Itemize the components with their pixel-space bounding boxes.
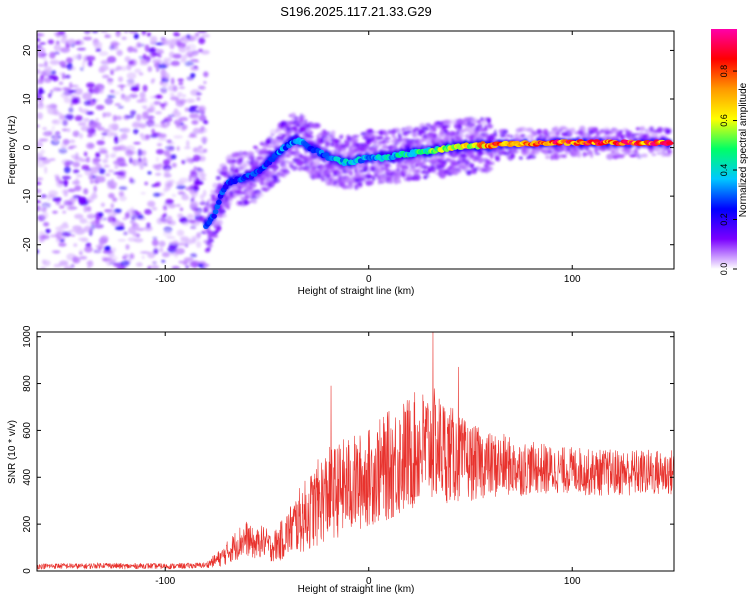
snr-plot-area	[37, 332, 674, 571]
spectrogram-y-tick-label: 0	[22, 144, 33, 150]
spectrogram-ridge-core	[203, 137, 674, 229]
spectrogram-y-tick-label: -10	[22, 188, 33, 203]
colorbar-scale	[711, 29, 737, 269]
spectrogram-x-ticks: -100 0 100	[155, 31, 581, 285]
snr-y-ticks: 0 200 400 600 800 1000	[22, 325, 674, 574]
spectrogram-y-tick-label: 10	[22, 93, 33, 105]
snr-x-ticks: -100 0 100	[155, 332, 581, 587]
snr-x-tick-label: -100	[155, 576, 175, 587]
snr-frame	[36, 331, 675, 572]
snr-y-tick-label: 0	[22, 568, 33, 574]
snr-series	[37, 332, 674, 570]
snr-panel: -100 0 100 0 200 400 600 800 1000 Height of str…	[7, 325, 675, 595]
spectrogram-frame	[36, 30, 675, 270]
spectrogram-x-tick-label: 100	[564, 274, 581, 285]
snr-x-tick-label: 0	[366, 576, 372, 587]
colorbar-tick-label: 0.0	[719, 263, 729, 276]
spectrogram-x-label: Height of straight line (km)	[298, 286, 415, 297]
spectrogram-y-label: Frequency (Hz)	[7, 116, 18, 185]
colorbar-label: Normalized spectral amplitude	[738, 82, 749, 217]
colorbar-tick-label: 0.8	[719, 65, 729, 78]
spectrogram-x-tick-label: -100	[155, 274, 175, 285]
figure-title: S196.2025.117.21.33.G29	[280, 4, 432, 19]
colorbar-ticks: 0.0 0.2 0.4 0.6 0.8	[719, 65, 737, 275]
snr-x-label: Height of straight line (km)	[298, 584, 415, 595]
colorbar: 0.0 0.2 0.4 0.6 0.8 Normalized spectral ampl…	[711, 29, 749, 275]
snr-y-tick-label: 600	[22, 422, 33, 439]
spectrogram-x-tick-label: 0	[366, 274, 372, 285]
snr-y-tick-label: 400	[22, 468, 33, 485]
spectrogram-y-tick-label: -20	[22, 237, 33, 252]
colorbar-tick-label: 0.6	[719, 114, 729, 127]
snr-series-line	[37, 332, 674, 570]
snr-y-tick-label: 800	[22, 375, 33, 392]
spectrogram-heat-layer	[37, 31, 674, 269]
colorbar-tick-label: 0.2	[719, 213, 729, 226]
snr-x-tick-label: 100	[564, 576, 581, 587]
snr-y-tick-label: 1000	[22, 325, 33, 348]
spectrogram-y-ticks: -20 -10 0 10 20	[22, 44, 674, 252]
colorbar-tick-label: 0.4	[719, 164, 729, 177]
snr-y-tick-label: 200	[22, 515, 33, 532]
snr-y-label: SNR (10 * v/v)	[7, 420, 18, 484]
spectrogram-y-tick-label: 20	[22, 44, 33, 56]
spectrogram-noise	[37, 31, 210, 269]
